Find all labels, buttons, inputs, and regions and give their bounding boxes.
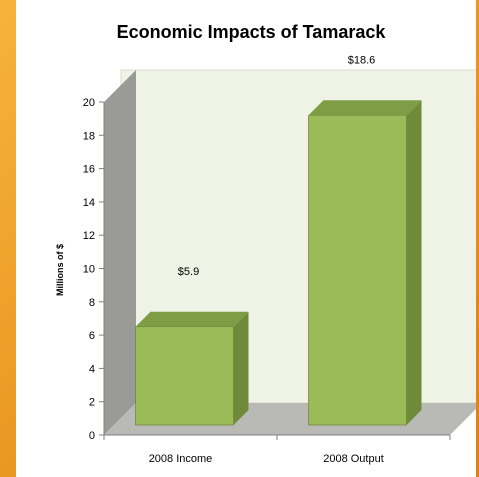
y-tick-label: 18: [83, 130, 95, 142]
y-tick-label: 8: [89, 297, 95, 309]
data-label: $18.6: [348, 54, 376, 66]
chart-title: Economic Impacts of Tamarack: [117, 22, 387, 42]
y-tick-label: 14: [83, 197, 95, 209]
bar-1: $5.9: [135, 266, 249, 426]
y-tick-label: 12: [83, 230, 95, 242]
side-wall: [104, 70, 136, 435]
chart: Economic Impacts of Tamarack 0 2 4 6 8 10 12 14…: [55, 22, 476, 465]
bar-side: [233, 311, 249, 425]
bar-front: [135, 326, 234, 426]
bar-side: [406, 100, 422, 425]
bar-top: [135, 311, 249, 327]
bars: $5.9 $18.6: [135, 54, 422, 426]
y-axis: 0 2 4 6 8 10 12 14 16 18 20: [83, 97, 105, 442]
bar-2: $18.6: [308, 54, 422, 426]
chart-frame: Economic Impacts of Tamarack 0 2 4 6 8 10 12 14…: [16, 0, 476, 477]
y-tick-label: 16: [83, 164, 95, 176]
y-tick-label: 0: [89, 430, 95, 442]
data-label: $5.9: [178, 266, 199, 278]
y-tick-label: 10: [83, 264, 95, 276]
bar-front: [308, 115, 407, 426]
x-tick-label: 2008 Income: [149, 453, 213, 465]
y-tick-label: 20: [83, 97, 95, 109]
y-axis-label: Millions of $: [55, 244, 65, 296]
y-tick-label: 4: [89, 363, 95, 375]
x-tick-label: 2008 Output: [323, 453, 384, 465]
x-axis: 2008 Income 2008 Output: [103, 434, 451, 465]
y-tick-label: 6: [89, 330, 95, 342]
bar-top: [308, 100, 422, 116]
y-tick-label: 2: [89, 397, 95, 409]
